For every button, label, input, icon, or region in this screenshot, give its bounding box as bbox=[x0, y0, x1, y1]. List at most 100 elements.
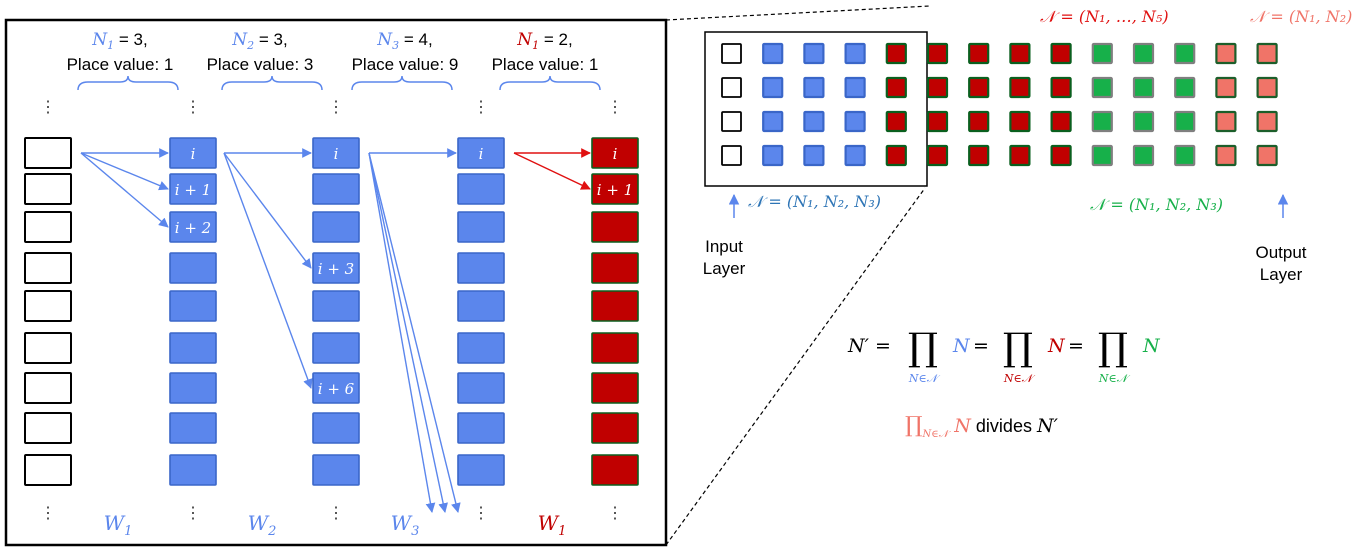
neuron-column: i bbox=[24, 137, 72, 486]
connection-arrow bbox=[368, 152, 436, 513]
grid-cell bbox=[1050, 144, 1072, 167]
divides-statement: ∏N∈𝒩 N divides N′ bbox=[905, 413, 1059, 440]
header-place-value: Place value: 9 bbox=[352, 55, 459, 74]
neuron-cell bbox=[312, 137, 360, 169]
header-braces bbox=[77, 75, 601, 91]
output-layer-label-line2: Layer bbox=[1260, 265, 1303, 284]
neuron-cell bbox=[591, 372, 639, 404]
neuron-label: i + 6 bbox=[318, 380, 355, 398]
neuron-cell bbox=[591, 137, 639, 169]
neuron-cell bbox=[457, 137, 505, 169]
grid-cell bbox=[885, 110, 907, 133]
connection-arrow bbox=[513, 152, 591, 190]
weight-label: W1 bbox=[538, 511, 567, 539]
brace bbox=[351, 75, 453, 91]
grid-cell bbox=[885, 42, 907, 65]
grid-cell bbox=[803, 76, 825, 99]
grid-cell bbox=[926, 110, 949, 133]
ellipsis-bottom: ⋮ bbox=[473, 505, 489, 522]
neuron-cell bbox=[24, 137, 72, 169]
neuron-cell bbox=[312, 173, 360, 205]
neuron-cell bbox=[169, 372, 217, 404]
product-subscript: N∈𝒩 bbox=[1098, 372, 1131, 385]
neuron-cell bbox=[169, 211, 217, 243]
product-subscript: N∈𝒩 bbox=[1003, 372, 1036, 385]
neuron-cell bbox=[169, 137, 217, 169]
input-layer-label-line1: Input bbox=[705, 237, 743, 256]
neuron-cell bbox=[591, 454, 639, 486]
connection-arrow bbox=[80, 152, 169, 228]
neuron-cell bbox=[312, 332, 360, 364]
neuron-column: i i + 1 i + 2 bbox=[169, 137, 217, 486]
neuron-cell bbox=[312, 412, 360, 444]
weight-label: W2 bbox=[248, 511, 277, 539]
grid-cell bbox=[762, 42, 784, 65]
neuron-cell bbox=[457, 252, 505, 284]
left-panel: N1 = 3, Place value: 1 N2 = 3, Place value:… bbox=[4, 18, 668, 547]
product-equation: N′ = ∏N∈𝒩N = ∏N∈𝒩N = ∏N∈𝒩N bbox=[847, 325, 1161, 385]
grid-cell bbox=[844, 110, 866, 133]
grid-cell bbox=[1091, 110, 1113, 133]
neuron-cell bbox=[169, 173, 217, 205]
grid-cell bbox=[1050, 76, 1072, 99]
product-symbol: ∏ bbox=[1098, 325, 1128, 369]
salmon-group-label: 𝒩 = (N₁, N₂) bbox=[1250, 7, 1352, 26]
neuron-label: i + 1 bbox=[597, 181, 633, 199]
neuron-cell bbox=[312, 211, 360, 243]
connection-arrow bbox=[368, 152, 461, 513]
zoom-line-bottom bbox=[665, 187, 926, 546]
neuron-cell bbox=[169, 252, 217, 284]
grid-cell bbox=[803, 42, 825, 65]
neuron-label: i bbox=[334, 145, 339, 163]
grid-cell bbox=[885, 76, 907, 99]
neuron-cell bbox=[24, 173, 72, 205]
grid-cell bbox=[762, 76, 784, 99]
grid-cell bbox=[844, 42, 866, 65]
header-place-value: Place value: 1 bbox=[67, 55, 174, 74]
grid-cell bbox=[1215, 110, 1237, 133]
grid-cell bbox=[1050, 110, 1072, 133]
brace bbox=[499, 75, 601, 91]
neuron-cell bbox=[312, 372, 360, 404]
neuron-cell bbox=[591, 412, 639, 444]
neuron-column: i i + 3 i + 6 bbox=[312, 137, 360, 486]
grid-cell bbox=[844, 144, 866, 167]
grid-cell bbox=[1256, 110, 1278, 133]
neuron-cell bbox=[457, 173, 505, 205]
weight-label: W1 bbox=[104, 511, 133, 539]
grid-cell bbox=[926, 42, 949, 65]
ellipsis-bottom: ⋮ bbox=[185, 505, 201, 522]
ellipsis-bottom: ⋮ bbox=[40, 505, 56, 522]
neuron-label: i bbox=[479, 145, 484, 163]
brace bbox=[77, 75, 179, 91]
product-term: ∏ N∈𝒩 N = bbox=[908, 325, 989, 385]
product-body: N bbox=[1047, 335, 1066, 357]
grid-cell bbox=[1256, 144, 1278, 167]
neuron-cell bbox=[312, 252, 360, 284]
connection-arrows bbox=[80, 148, 591, 513]
neuron-cell bbox=[169, 332, 217, 364]
ellipsis-top: ⋮ bbox=[473, 99, 489, 116]
grid-cell bbox=[762, 110, 784, 133]
output-layer-label-line1: Output bbox=[1255, 243, 1306, 262]
grid-cell bbox=[721, 77, 742, 98]
neuron-label: i bbox=[191, 145, 196, 163]
neuron-cell bbox=[591, 332, 639, 364]
grid-cell bbox=[968, 42, 990, 65]
product-symbol: ∏ bbox=[908, 325, 938, 369]
grid-cell bbox=[968, 110, 990, 133]
ellipsis-bottom: ⋮ bbox=[607, 505, 623, 522]
neuron-label: i bbox=[45, 145, 51, 163]
grid-cell bbox=[1050, 42, 1072, 65]
neuron-label: i + 2 bbox=[175, 219, 211, 237]
neuron-cell bbox=[169, 454, 217, 486]
bottom-ellipsis-row: ⋮ ⋮ ⋮ ⋮ ⋮ bbox=[40, 505, 623, 522]
neuron-column: i i + 1 bbox=[591, 137, 639, 486]
ellipsis-top: ⋮ bbox=[328, 99, 344, 116]
layer-grid bbox=[721, 42, 1278, 167]
grid-cell bbox=[721, 111, 742, 132]
neuron-cell bbox=[591, 211, 639, 243]
zoom-line-top bbox=[665, 5, 931, 21]
grid-cell bbox=[1215, 42, 1237, 65]
